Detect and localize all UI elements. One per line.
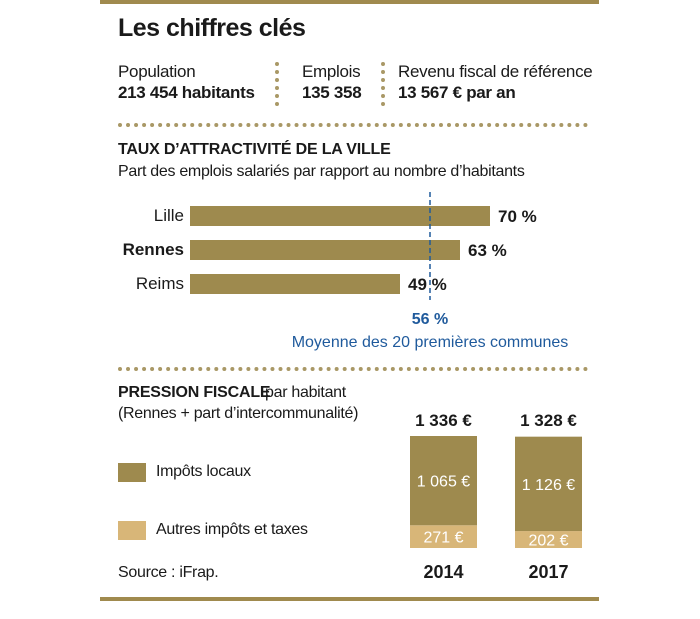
bar-value-label: 70 %: [498, 207, 537, 226]
average-caption: Moyenne des 20 premières communes: [292, 334, 569, 351]
fiscal-subtitle: (Rennes + part d’intercommunalité): [118, 405, 359, 422]
stack-value-label: 1 126 €: [522, 477, 575, 494]
stack-year-label: 2017: [528, 562, 568, 582]
stack-segment-local-taxes: [410, 436, 477, 526]
source-note: Source : iFrap.: [118, 564, 219, 581]
attractiveness-subtitle: Part des emplois salariés par rapport au…: [118, 163, 525, 180]
legend-swatch-local-taxes: [118, 463, 146, 482]
stat-income-label: Revenu fiscal de référence: [398, 62, 593, 81]
stack-segment-other-taxes: [515, 531, 582, 548]
stack-segment-other-taxes: [410, 525, 477, 548]
stat-population-label: Population: [118, 62, 196, 81]
stack-total-label: 1 336 €: [415, 411, 472, 430]
fiscal-stacked-chart: 1 065 € 271 € 1 336 € 2014 1 126 € 202 € 1 328…: [410, 411, 582, 582]
bottom-rule: [100, 597, 599, 601]
legend-swatch-other-taxes: [118, 521, 146, 540]
stack-total-label: 1 328 €: [520, 411, 577, 430]
bar-category-label: Rennes: [123, 240, 184, 259]
stat-jobs-value: 135 358: [302, 83, 362, 102]
attractiveness-title: TAUX D’ATTRACTIVITÉ DE LA VILLE: [118, 141, 391, 158]
legend-label-other-taxes: Autres impôts et taxes: [156, 521, 308, 538]
legend-label-local-taxes: Impôts locaux: [156, 463, 251, 480]
bar: [190, 240, 460, 260]
bar: [190, 206, 490, 226]
fiscal-title: PRESSION FISCALE: [118, 384, 271, 401]
stat-income-value: 13 567 € par an: [398, 83, 516, 102]
attractiveness-bar-chart: Lille 70 % Rennes 63 % Reims 49 % 56 % Moyenne …: [123, 192, 569, 351]
stat-separator: [381, 62, 385, 106]
top-rule: [100, 0, 599, 4]
average-value-label: 56 %: [412, 311, 448, 328]
stack-value-label: 202 €: [528, 533, 568, 550]
stack-value-label: 271 €: [423, 530, 463, 547]
page-title: Les chiffres clés: [118, 14, 306, 42]
section-divider: [118, 367, 588, 371]
stack-year-label: 2014: [423, 562, 463, 582]
stat-population-value: 213 454 habitants: [118, 83, 255, 102]
bar-category-label: Lille: [154, 206, 184, 225]
bar-category-label: Reims: [136, 274, 184, 293]
bar-value-label: 63 %: [468, 241, 507, 260]
stack-segment-local-taxes: [515, 436, 582, 532]
fiscal-title-suffix: par habitant: [265, 384, 346, 401]
bar: [190, 274, 400, 294]
stack-value-label: 1 065 €: [417, 474, 470, 491]
bar-value-label: 49 %: [408, 275, 447, 294]
stat-separator: [275, 62, 279, 106]
section-divider: [118, 123, 588, 127]
stat-jobs-label: Emplois: [302, 62, 361, 81]
